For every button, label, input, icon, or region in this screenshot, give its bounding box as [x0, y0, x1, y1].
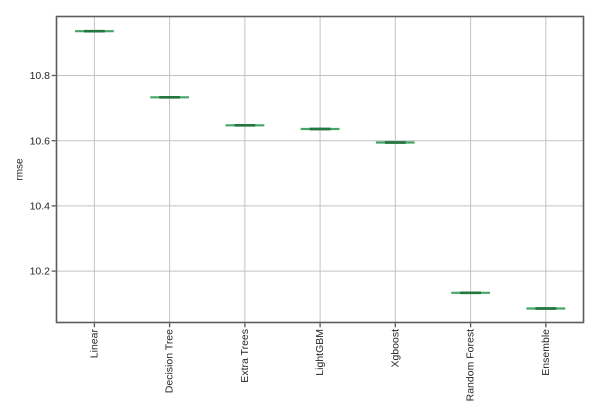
svg-text:Random Forest: Random Forest	[465, 329, 477, 401]
svg-text:Decision Tree: Decision Tree	[164, 329, 176, 393]
svg-text:Ensemble: Ensemble	[540, 329, 552, 376]
svg-text:rmse: rmse	[15, 158, 26, 181]
svg-text:Extra Trees: Extra Trees	[239, 329, 251, 383]
svg-text:LightGBM: LightGBM	[314, 329, 326, 376]
svg-text:10.6: 10.6	[30, 135, 51, 147]
svg-text:10.4: 10.4	[30, 201, 51, 213]
svg-text:10.2: 10.2	[30, 266, 51, 278]
svg-text:10.8: 10.8	[30, 70, 51, 82]
svg-text:Linear: Linear	[88, 329, 100, 359]
svg-text:Xgboost: Xgboost	[389, 329, 401, 368]
